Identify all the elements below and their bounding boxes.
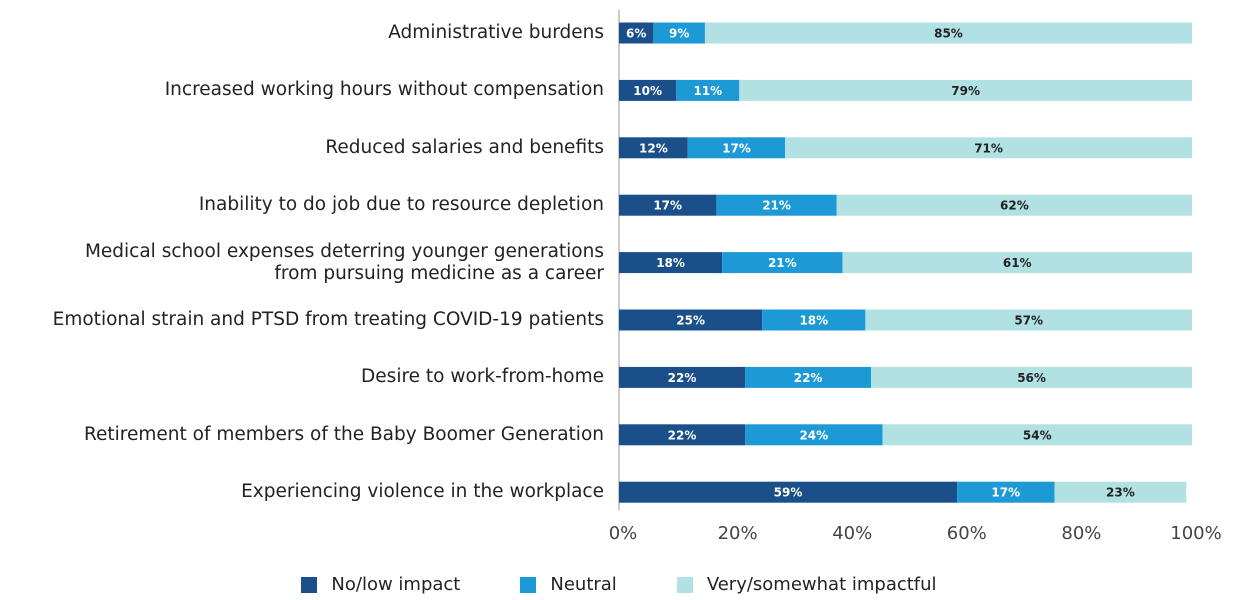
bar-segment [745, 424, 883, 446]
value-label: 22% [794, 371, 823, 385]
x-tick-label: 100% [1170, 523, 1221, 544]
x-tick-label: 40% [832, 523, 872, 544]
bar-segment [676, 79, 740, 101]
legend-swatch [520, 576, 537, 593]
value-label: 18% [656, 256, 685, 270]
bar-segment [871, 366, 1192, 388]
value-label: 22% [668, 371, 697, 385]
bar-segment [882, 424, 1192, 446]
bar-segment [785, 137, 1192, 159]
x-tick-label: 0% [609, 523, 638, 544]
category-label: Medical school expenses deterring younge… [84, 240, 604, 284]
legend: No/low impact Neutral Very/somewhat impact… [0, 574, 1238, 595]
bar-segment [619, 366, 746, 388]
x-tick-label: 80% [1061, 523, 1101, 544]
bar-segment [745, 366, 872, 388]
bar-segment [1054, 481, 1187, 503]
legend-swatch [301, 576, 318, 593]
bar-segment [619, 79, 677, 101]
legend-swatch [676, 576, 693, 593]
value-label: 85% [934, 27, 963, 41]
bar-segment [653, 22, 705, 44]
value-label: 61% [1003, 256, 1032, 270]
value-label: 57% [1014, 314, 1043, 328]
value-label: 79% [951, 84, 980, 98]
category-label: Reduced salaries and benefits [325, 136, 604, 158]
bar-segment [619, 137, 688, 159]
bar-segment [619, 481, 958, 503]
legend-label: Very/somewhat impactful [706, 574, 937, 595]
legend-item: No/low impact [301, 574, 460, 595]
legend-label: Neutral [550, 574, 617, 595]
bar-segment [619, 424, 746, 446]
bar-segment [619, 22, 654, 44]
value-label: 21% [762, 199, 791, 213]
value-label: 18% [799, 314, 828, 328]
value-label: 17% [653, 199, 682, 213]
bar-segment [687, 137, 786, 159]
value-label: 21% [768, 256, 797, 270]
category-label: Inability to do job due to resource depl… [198, 194, 604, 216]
bar-segment [704, 22, 1192, 44]
value-label: 56% [1017, 371, 1046, 385]
bar-segment [762, 309, 866, 331]
plot: 6% 9% 85% 10% 11% 79% 12% 17% 71% 17% 21% 62% 18% 21%… [609, 10, 1222, 544]
value-label: 9% [669, 27, 689, 41]
legend-item: Neutral [520, 574, 617, 595]
value-label: 59% [774, 486, 803, 500]
bar-segment [722, 252, 843, 274]
x-tick-label: 60% [947, 523, 987, 544]
value-label: 11% [693, 84, 722, 98]
bar-segment [957, 481, 1055, 503]
bar-segment [836, 194, 1192, 216]
value-label: 17% [991, 486, 1020, 500]
value-label: 54% [1023, 428, 1052, 442]
value-label: 71% [974, 141, 1003, 155]
bar-segment [865, 309, 1192, 331]
value-label: 12% [639, 141, 668, 155]
category-label: Increased working hours without compensa… [164, 79, 604, 101]
value-label: 24% [799, 428, 828, 442]
bar-segment [716, 194, 837, 216]
bar-segment [739, 79, 1192, 101]
category-label: Emotional strain and PTSD from treating … [52, 309, 604, 330]
category-label: Retirement of members of the Baby Boomer… [83, 423, 604, 445]
bar-segment [842, 252, 1192, 274]
value-label: 62% [1000, 199, 1029, 213]
value-label: 10% [633, 84, 662, 98]
category-label: Experiencing violence in the workplace [241, 481, 604, 503]
category-label: Desire to work-from-home [361, 366, 604, 388]
value-label: 6% [626, 27, 646, 41]
value-label: 17% [722, 141, 751, 155]
legend-label: No/low impact [331, 574, 461, 595]
value-label: 22% [668, 428, 697, 442]
bar-segment [619, 252, 723, 274]
legend-item: Very/somewhat impactful [676, 574, 937, 595]
value-label: 25% [676, 314, 705, 328]
bar-segment [619, 309, 763, 331]
bar-segment [619, 194, 717, 216]
value-label: 23% [1106, 486, 1135, 500]
x-tick-label: 20% [718, 523, 758, 544]
category-label: Administrative burdens [388, 22, 604, 43]
